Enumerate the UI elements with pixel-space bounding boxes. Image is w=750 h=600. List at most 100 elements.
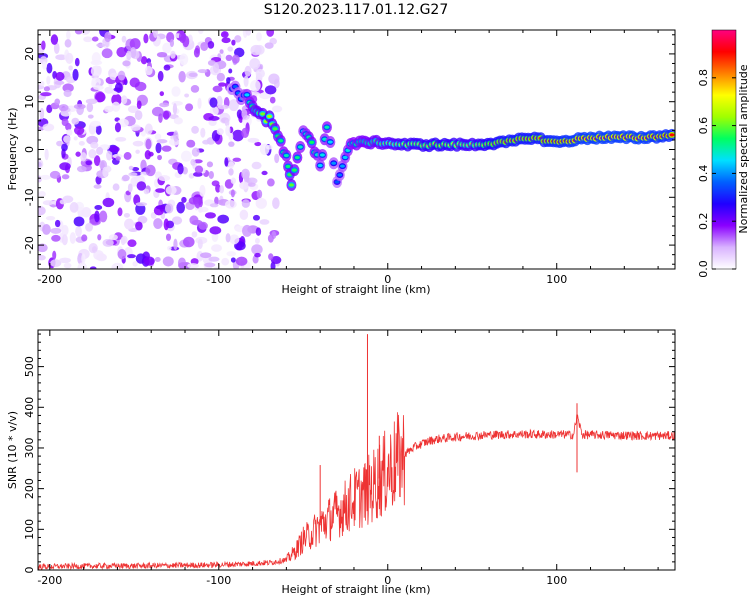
heatmap-noise-cell bbox=[232, 129, 244, 142]
heatmap-noise-cell bbox=[222, 31, 228, 36]
heatmap-noise-cell bbox=[271, 105, 283, 113]
heatmap-noise-cell bbox=[43, 86, 50, 92]
heatmap-noise-cell bbox=[164, 203, 174, 214]
x-tick-label: 0 bbox=[384, 273, 391, 286]
heatmap-signal-core bbox=[244, 93, 250, 97]
heatmap-signal-core bbox=[334, 180, 340, 184]
heatmap-blobs bbox=[38, 30, 675, 269]
y-tick-label: 500 bbox=[23, 356, 36, 377]
heatmap-noise-cell bbox=[123, 218, 135, 230]
heatmap-noise-cell bbox=[87, 114, 94, 119]
heatmap-noise-cell bbox=[54, 80, 65, 85]
heatmap-noise-cell bbox=[207, 41, 215, 49]
heatmap-noise-cell bbox=[108, 234, 118, 241]
heatmap-noise-cell bbox=[191, 231, 198, 238]
heatmap-noise-cell bbox=[211, 244, 223, 252]
heatmap-noise-cell bbox=[93, 184, 102, 189]
heatmap-noise-cell bbox=[74, 30, 83, 35]
heatmap-noise-cell bbox=[42, 123, 55, 132]
colorbar-gradient bbox=[711, 29, 737, 270]
heatmap-noise-cell bbox=[144, 123, 153, 135]
heatmap-noise-cell bbox=[163, 110, 170, 120]
heatmap-noise-cell bbox=[188, 72, 198, 77]
heatmap-noise-cell bbox=[190, 84, 200, 93]
heatmap-noise-cell bbox=[130, 176, 138, 187]
heatmap-noise-cell bbox=[94, 210, 100, 223]
y-tick-label: 20 bbox=[23, 47, 36, 61]
heatmap-noise-cell bbox=[122, 60, 131, 67]
heatmap-noise-cell bbox=[86, 102, 94, 113]
heatmap-noise-cell bbox=[50, 227, 62, 234]
snr-line-series bbox=[38, 334, 675, 570]
heatmap-noise-cell bbox=[200, 41, 209, 52]
heatmap-noise-cell bbox=[55, 54, 68, 61]
heatmap-noise-cell bbox=[66, 30, 71, 40]
heatmap-noise-cell bbox=[145, 138, 152, 150]
heatmap-signal-core bbox=[291, 168, 297, 172]
heatmap-noise-cell bbox=[259, 219, 270, 225]
heatmap-noise-cell bbox=[245, 30, 252, 36]
heatmap-noise-cell bbox=[38, 205, 46, 216]
heatmap-noise-cell bbox=[167, 245, 172, 251]
heatmap-noise-cell bbox=[225, 233, 231, 243]
heatmap-noise-cell bbox=[130, 124, 141, 131]
heatmap-noise-cell bbox=[217, 214, 229, 224]
heatmap-noise-cell bbox=[173, 130, 179, 142]
heatmap-noise-cell bbox=[265, 144, 273, 150]
heatmap-noise-cell bbox=[184, 93, 190, 98]
heatmap-noise-cell bbox=[127, 183, 133, 193]
heatmap-noise-cell bbox=[156, 139, 168, 144]
heatmap-signal-core bbox=[297, 145, 303, 149]
heatmap-noise-cell bbox=[154, 257, 161, 262]
heatmap-noise-cell bbox=[135, 221, 143, 231]
heatmap-noise-cell bbox=[112, 183, 120, 191]
heatmap-noise-cell bbox=[225, 125, 231, 137]
heatmap-noise-cell bbox=[129, 77, 140, 88]
heatmap-noise-cell bbox=[264, 42, 274, 49]
heatmap-noise-cell bbox=[268, 73, 280, 85]
heatmap-noise-cell bbox=[211, 180, 220, 187]
heatmap-noise-cell bbox=[153, 218, 163, 229]
heatmap-noise-cell bbox=[228, 68, 233, 74]
heatmap-noise-cell bbox=[69, 232, 76, 244]
heatmap-noise-cell bbox=[197, 238, 203, 250]
heatmap-noise-cell bbox=[219, 49, 224, 54]
heatmap-noise-cell bbox=[182, 236, 195, 248]
heatmap-noise-cell bbox=[214, 196, 219, 206]
heatmap-noise-cell bbox=[254, 237, 260, 244]
heatmap-noise-cell bbox=[255, 197, 267, 209]
heatmap-noise-cell bbox=[44, 148, 49, 161]
heatmap-noise-cell bbox=[224, 119, 230, 127]
heatmap-noise-cell bbox=[96, 43, 106, 48]
x-tick-label: -200 bbox=[37, 273, 62, 286]
heatmap-noise-cell bbox=[216, 72, 225, 82]
heatmap-noise-cell bbox=[162, 256, 174, 267]
heatmap-signal-core bbox=[232, 85, 238, 89]
heatmap-noise-cell bbox=[171, 101, 183, 106]
heatmap-noise-cell bbox=[206, 161, 214, 168]
heatmap-noise-cell bbox=[95, 124, 102, 135]
heatmap-noise-cell bbox=[38, 254, 46, 261]
heatmap-noise-cell bbox=[250, 79, 261, 92]
heatmap-noise-cell bbox=[208, 116, 220, 121]
heatmap-noise-cell bbox=[204, 262, 216, 268]
heatmap-noise-cell bbox=[54, 98, 61, 106]
heatmap-noise-cell bbox=[63, 89, 72, 98]
heatmap-noise-cell bbox=[266, 30, 275, 37]
heatmap-noise-cell bbox=[218, 82, 227, 87]
heatmap-noise-cell bbox=[188, 196, 200, 205]
heatmap-noise-cell bbox=[230, 257, 236, 263]
heatmap-noise-cell bbox=[179, 53, 189, 66]
heatmap-noise-cell bbox=[186, 139, 196, 148]
heatmap-noise-cell bbox=[39, 107, 45, 120]
heatmap-noise-cell bbox=[73, 136, 78, 141]
heatmap-noise-cell bbox=[152, 30, 158, 38]
heatmap-noise-cell bbox=[140, 56, 148, 65]
heatmap-noise-cell bbox=[50, 34, 59, 45]
y-tick-label: -10 bbox=[23, 188, 36, 206]
heatmap-noise-cell bbox=[93, 155, 101, 167]
heatmap-noise-cell bbox=[159, 102, 170, 108]
heatmap-noise-cell bbox=[212, 85, 223, 93]
heatmap-noise-cell bbox=[241, 108, 248, 120]
